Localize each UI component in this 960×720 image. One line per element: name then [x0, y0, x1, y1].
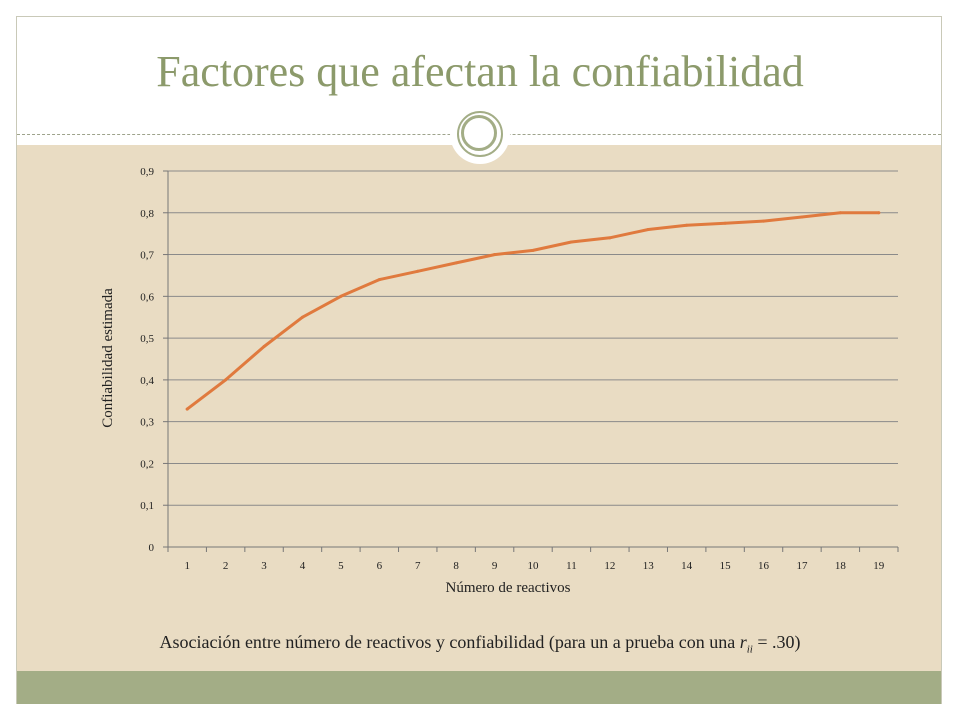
x-tick-label: 12 — [604, 560, 615, 572]
x-tick-label: 11 — [566, 560, 577, 572]
data-point — [646, 227, 650, 231]
data-point — [723, 221, 727, 225]
x-tick-label: 6 — [377, 560, 383, 572]
x-tick-label: 15 — [720, 560, 732, 572]
y-tick-label: 0,9 — [140, 166, 154, 178]
x-tick-label: 14 — [681, 560, 693, 572]
x-tick-label: 9 — [492, 560, 498, 572]
axes — [163, 170, 899, 552]
data-point — [185, 407, 189, 411]
data-point — [685, 223, 689, 227]
data-point — [531, 248, 535, 252]
series-layer — [185, 211, 881, 411]
data-point — [493, 253, 497, 257]
data-point — [300, 315, 304, 319]
y-tick-label: 0,6 — [140, 291, 154, 303]
x-tick-label: 18 — [835, 560, 847, 572]
x-tick-label: 17 — [796, 560, 808, 572]
data-point — [454, 261, 458, 265]
ornament-outer-ring — [457, 111, 503, 157]
data-point — [838, 211, 842, 215]
y-tick-label: 0,1 — [140, 500, 154, 512]
chart-caption: Asociación entre número de reactivos y c… — [0, 630, 960, 662]
content-band — [17, 145, 941, 671]
data-point — [877, 211, 881, 215]
x-tick-label: 16 — [758, 560, 770, 572]
x-tick-label: 8 — [453, 560, 459, 572]
data-point — [569, 240, 573, 244]
caption-subscript: ii — [746, 643, 753, 656]
x-axis-title: Número de reactivos — [446, 580, 571, 596]
x-tick-label: 2 — [223, 560, 229, 572]
x-tick-label: 5 — [338, 560, 344, 572]
x-tick-label: 3 — [261, 560, 267, 572]
footer-band — [17, 671, 941, 704]
x-tick-label: 4 — [300, 560, 306, 572]
x-tick-label: 19 — [873, 560, 885, 572]
x-tick-label: 10 — [528, 560, 540, 572]
y-tick-label: 0,3 — [140, 417, 154, 429]
data-point — [762, 219, 766, 223]
data-point — [377, 278, 381, 282]
y-tick-label: 0,2 — [140, 458, 154, 470]
caption-end: = .30) — [752, 632, 801, 652]
tick-labels: 00,10,20,30,40,50,60,70,80,91 2 3 4 5 6 7 8 9 10 1… — [140, 166, 885, 572]
caption-symbol: r — [739, 632, 747, 652]
data-point — [339, 294, 343, 298]
x-tick-label: 1 — [184, 560, 190, 572]
caption-text: Asociación entre número de reactivos y c… — [159, 632, 740, 652]
y-tick-label: 0,4 — [140, 375, 154, 387]
y-tick-label: 0,8 — [140, 208, 154, 220]
y-tick-label: 0,5 — [140, 333, 154, 345]
data-point — [224, 378, 228, 382]
gridlines — [168, 170, 898, 506]
data-point — [262, 344, 266, 348]
ornament-inner-ring — [461, 115, 497, 151]
data-point — [608, 236, 612, 240]
x-tick-label: 13 — [643, 560, 655, 572]
double-circle-ornament-icon — [450, 104, 510, 164]
y-tick-label: 0 — [149, 542, 155, 554]
y-tick-label: 0,7 — [140, 250, 154, 262]
y-axis-title: Confiabilidad estimada — [100, 288, 116, 428]
data-point — [800, 215, 804, 219]
data-point — [416, 269, 420, 273]
x-tick-label: 7 — [415, 560, 421, 572]
slide-title: Factores que afectan la confiabilidad — [156, 47, 804, 96]
